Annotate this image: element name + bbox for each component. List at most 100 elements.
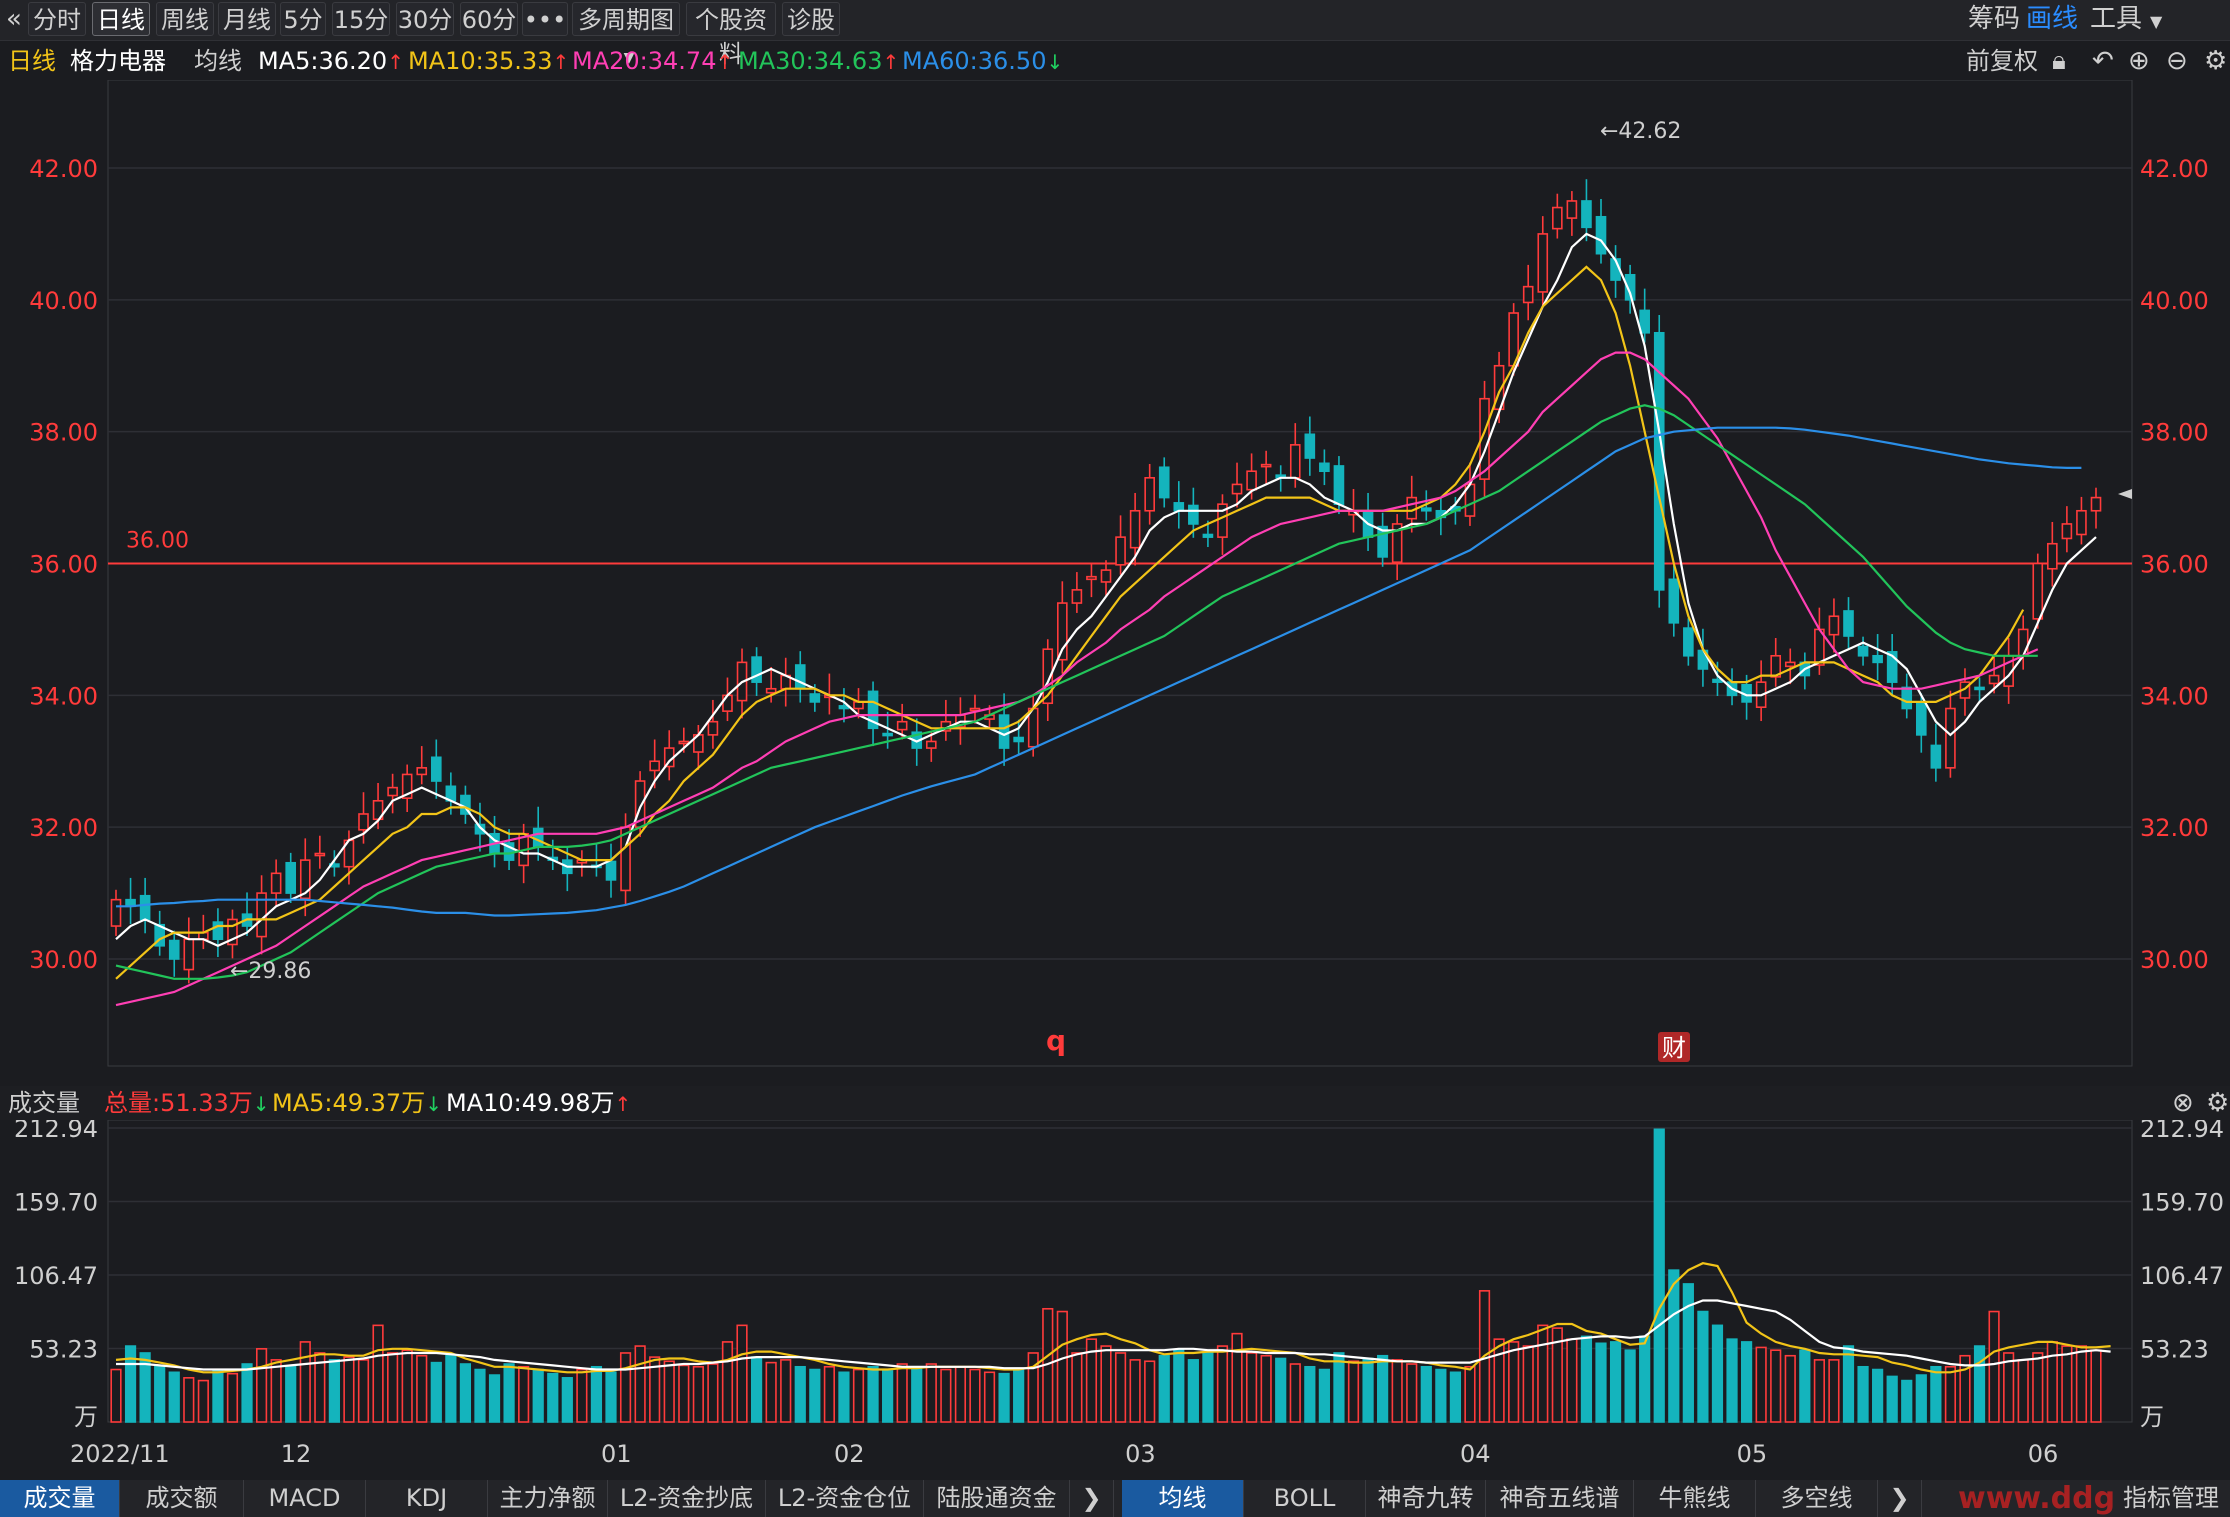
volume-bar [1944,1365,1957,1423]
tab-macd[interactable]: MACD [244,1480,366,1517]
chips-button[interactable]: 筹码 [1968,4,2021,34]
zoom-in-icon[interactable]: ⊕ [2128,46,2150,76]
tab-multi-period[interactable]: 多周期图 ▼ [572,2,680,66]
volume-bar [1784,1354,1796,1423]
volume-bar [314,1352,326,1423]
volume-indicator-name[interactable]: 成交量 [8,1089,80,1117]
price-tick-right: 40.00 [2140,287,2209,315]
gear-icon[interactable]: ⚙ [2206,1088,2230,1118]
tab-15min[interactable]: 15分 [332,2,390,36]
volume-bar [1595,1342,1607,1423]
volume-bar [459,1363,472,1423]
more-icon[interactable]: ••• [522,2,568,36]
candle-body [882,732,893,737]
tab-turnover[interactable]: 成交额 [120,1480,244,1517]
volume-bar [1114,1352,1127,1423]
tab-long-short[interactable]: 多空线 [1756,1480,1878,1517]
volume-bar [1245,1352,1258,1423]
vol-ma10-line [116,1299,2111,1371]
tab-5min[interactable]: 5分 [280,2,326,36]
candle-body [2076,509,2087,536]
candle-body [212,921,224,941]
volume-tick-left: 159.70 [14,1189,98,1217]
volume-total-label: 总量:51.33万 [104,1089,253,1117]
candle-body [925,740,937,749]
stock-name[interactable]: 格力电器 [70,47,166,75]
volume-bar [969,1368,981,1423]
volume-bar [925,1363,937,1423]
tab-30min[interactable]: 30分 [396,2,454,36]
volume-bar [1988,1310,2000,1423]
volume-bar [416,1354,428,1423]
volume-bar [1435,1368,1447,1423]
tab-diagnose[interactable]: 诊股 [782,2,840,36]
candle-body [1260,463,1272,468]
price-tick-left: 38.00 [29,419,98,447]
tab-magic-five[interactable]: 神奇五线谱 [1486,1480,1634,1517]
adjust-label[interactable]: 前复权 [1966,47,2038,75]
volume-bar [1391,1359,1403,1423]
price-chart[interactable]: 42.00 42.00 40.00 40.00 38.00 38.00 36.00 36.00… [0,80,2230,1080]
tab-weekly[interactable]: 周线 [156,2,214,36]
volume-bar [852,1368,865,1423]
tab-stock-info[interactable]: 个股资料 [686,2,776,68]
candle-body [1581,200,1592,229]
volume-bar [867,1365,879,1423]
volume-bar [2075,1345,2088,1423]
indicator-name[interactable]: 均线 [194,47,242,75]
chevron-right-icon[interactable]: ❯ [1070,1480,1114,1517]
volume-bar [1202,1352,1214,1423]
cai-marker: 财 [1662,1034,1686,1062]
volume-bar [911,1365,923,1423]
candle-body [299,859,311,900]
price-tick-right: 36.00 [2140,551,2209,579]
tools-button[interactable]: 工具 ▼ [2090,2,2162,36]
chevron-right-icon[interactable]: ❯ [1878,1480,1922,1517]
undo-icon[interactable]: ↶ [2092,46,2114,76]
tab-volume[interactable]: 成交量 [0,1480,120,1517]
tab-l2-position[interactable]: L2-资金仓位 [766,1480,924,1517]
price-tick-left: 30.00 [29,946,98,974]
gear-icon[interactable]: ⚙ [2204,46,2228,76]
tab-ma[interactable]: 均线 [1122,1480,1244,1517]
candle-body [1872,654,1883,664]
tab-bull-bear[interactable]: 牛熊线 [1634,1480,1756,1517]
ma60-line [116,426,2082,917]
volume-bar [954,1365,967,1423]
tab-l2-bottom[interactable]: L2-资金抄底 [608,1480,766,1517]
indicator-manage-button[interactable]: 指标管理 [2123,1484,2219,1512]
candle-body [1537,233,1549,293]
candle-body [605,860,617,881]
ma10-line [115,265,2025,980]
tab-kdj[interactable]: KDJ [366,1480,488,1517]
tab-60min[interactable]: 60分 [460,2,518,36]
tab-main-net[interactable]: 主力净额 [488,1480,608,1517]
ma5-line [115,232,2097,948]
volume-bar [2003,1352,2015,1423]
ma-legend-bar: 日线 格力电器 均线 MA5:36.20↑ MA10:35.33↑ MA20:3… [0,42,2230,80]
candle-body [1231,483,1243,495]
close-icon[interactable]: ⊗ [2172,1088,2194,1118]
zoom-out-icon[interactable]: ⊖ [2166,46,2188,76]
volume-chart[interactable]: 212.94 212.94 159.70 159.70 106.47 106.47 53.2… [0,1120,2230,1480]
tab-monthly[interactable]: 月线 [218,2,276,36]
volume-bar [678,1364,690,1423]
lock-icon[interactable]: 🔒︎ [2052,46,2066,76]
back-icon[interactable]: « [6,4,22,34]
watermark: www.ddg [1958,1481,2116,1516]
volume-bar [285,1365,297,1423]
tab-magic-nine[interactable]: 神奇九转 [1366,1480,1486,1517]
tab-boll[interactable]: BOLL [1244,1480,1366,1517]
candle-body [1784,661,1796,668]
draw-line-button[interactable]: 画线 [2026,4,2079,34]
volume-bar [503,1363,515,1423]
candle-body [2090,496,2102,512]
tab-northbound[interactable]: 陆股通资金 [924,1480,1070,1517]
tab-daily[interactable]: 日线 [92,2,150,36]
candle-body [110,898,122,927]
candle-body [1013,736,1024,743]
date-tick: 04 [1460,1440,1491,1468]
tab-multi-period-label: 多周期图 [578,6,674,34]
candle-body [430,756,442,782]
tab-fenshi[interactable]: 分时 [28,2,86,36]
